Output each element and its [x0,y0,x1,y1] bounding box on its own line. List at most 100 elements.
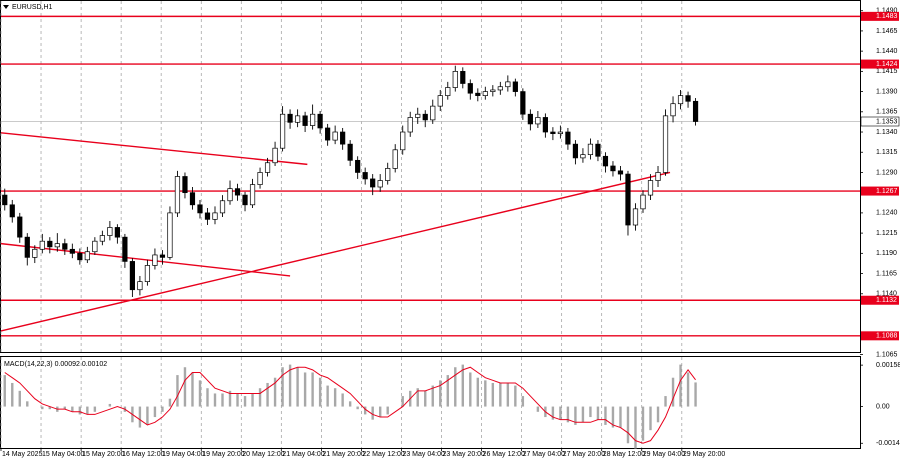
candle-body [77,252,83,261]
candle-body [47,240,53,248]
macd-bar [694,382,697,407]
candle-body [490,89,496,92]
candle-body [9,204,15,218]
macd-bar [581,406,585,423]
candle-body [144,265,151,282]
candle-body [542,117,548,133]
macd-bar [48,406,52,410]
candle-body [647,180,654,196]
candle-body [550,131,556,134]
x-tick-label: 21 May 04:00 [282,451,325,458]
candle-body [167,212,173,258]
candle-body [392,149,398,169]
candle-body [84,251,90,261]
macd-bar [604,406,607,425]
x-tick-label: 27 May 20:00 [563,451,606,458]
macd-bar [333,388,337,407]
candle-body [565,131,571,145]
levels [0,15,860,337]
macd-bar [71,406,74,412]
macd-bar [26,401,29,407]
candle-body [670,103,676,117]
candle-body [310,113,316,126]
candle-body [610,165,616,172]
candle-body [685,95,691,102]
macd-panel [0,356,861,449]
candle-body [400,131,406,151]
candle-body [505,81,511,88]
x-tick-label: 19 May 20:00 [202,451,245,458]
y-tick-label: 1.1140 [876,291,897,298]
y-tick-label: 1.1240 [876,210,898,217]
candle-body [632,208,639,226]
candle-body [527,113,533,125]
macd-bar [619,406,622,428]
macd-bar [386,406,389,415]
candle-body [189,192,196,206]
macd-bar [11,382,14,407]
macd-bar [311,372,314,407]
candle-body [242,194,248,206]
macd-bar [356,406,359,410]
x-tick-label: 22 May 12:00 [362,451,405,458]
trend-line [0,242,291,277]
candle-body [39,240,45,250]
candle-body [325,127,331,141]
candle-body [535,117,541,125]
x-tick-label: 26 May 12:00 [483,451,526,458]
macd-bar [536,406,540,412]
candle-body [370,178,376,188]
candle-body [572,143,579,159]
y-tick-label: 1.1065 [876,351,898,358]
candle-body [587,143,594,156]
candle-body [467,83,473,94]
y-tick-label: 0.00 [876,403,890,410]
macd-bar [183,367,187,407]
macd-bar [671,377,675,407]
macd-bar [461,364,464,407]
x-tick-label: 29 May 04:00 [643,451,686,458]
candle-body [99,235,105,242]
candle-body [204,212,211,220]
candle-body [475,92,481,96]
macd-signal-line [4,366,696,444]
macd-bar [303,372,307,407]
candle-body [92,240,98,253]
macd-bar [506,382,510,407]
main-panel [0,0,861,353]
candle-body [460,71,466,84]
macd-bar [41,406,44,410]
macd-bar [476,377,480,407]
x-tick-label: 28 May 12:00 [603,451,646,458]
macd-bar [153,406,157,418]
macd-bar [401,396,404,407]
candle-body [362,172,368,180]
candle-body [54,243,60,248]
y-tick-label: 1.1340 [876,129,898,136]
macd-bar [258,388,262,407]
candle-body [452,71,458,88]
macd-bar [3,375,6,407]
macd-bar [191,372,194,407]
candle-body [482,91,488,96]
macd-bar [424,390,427,407]
candle-body [197,204,203,214]
candle-body [422,113,428,121]
y-tick-label: 1.1290 [876,169,898,176]
candle-body [385,168,391,181]
candle-body [692,100,699,122]
macd-bar [341,393,344,407]
candle-body [122,236,128,262]
macd-bar [198,380,202,407]
macd-bar [228,390,232,407]
candle-body [174,176,181,214]
macd-bar [221,393,224,407]
candle-body [332,131,338,141]
macd-bar [86,406,89,415]
macd-bar [281,367,284,407]
macd-bar [161,406,164,412]
x-tick-label: 15 May 04:00 [42,451,85,458]
candle-body [677,95,684,105]
macd-bar [634,406,637,449]
